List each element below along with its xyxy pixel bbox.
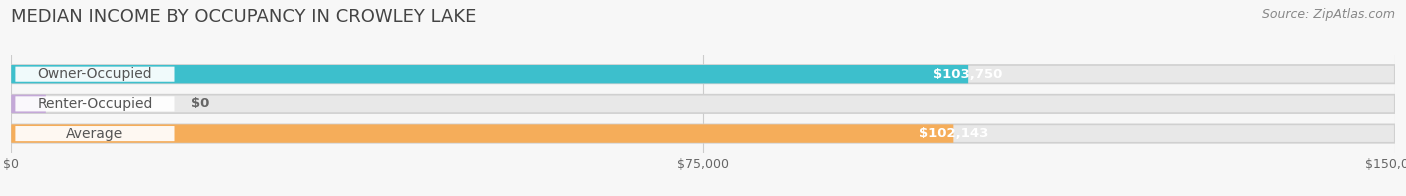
Text: Renter-Occupied: Renter-Occupied: [38, 97, 153, 111]
Text: Average: Average: [66, 127, 124, 141]
FancyBboxPatch shape: [11, 65, 1395, 83]
FancyBboxPatch shape: [11, 124, 953, 143]
FancyBboxPatch shape: [11, 95, 1395, 113]
FancyBboxPatch shape: [11, 124, 1395, 143]
Text: $0: $0: [191, 97, 209, 110]
Text: MEDIAN INCOME BY OCCUPANCY IN CROWLEY LAKE: MEDIAN INCOME BY OCCUPANCY IN CROWLEY LA…: [11, 8, 477, 26]
Text: Source: ZipAtlas.com: Source: ZipAtlas.com: [1261, 8, 1395, 21]
FancyBboxPatch shape: [11, 95, 46, 113]
Text: $102,143: $102,143: [918, 127, 988, 140]
Text: Owner-Occupied: Owner-Occupied: [38, 67, 152, 81]
Text: $103,750: $103,750: [934, 68, 1002, 81]
FancyBboxPatch shape: [11, 65, 969, 83]
FancyBboxPatch shape: [15, 126, 174, 141]
FancyBboxPatch shape: [15, 96, 174, 112]
FancyBboxPatch shape: [15, 67, 174, 82]
